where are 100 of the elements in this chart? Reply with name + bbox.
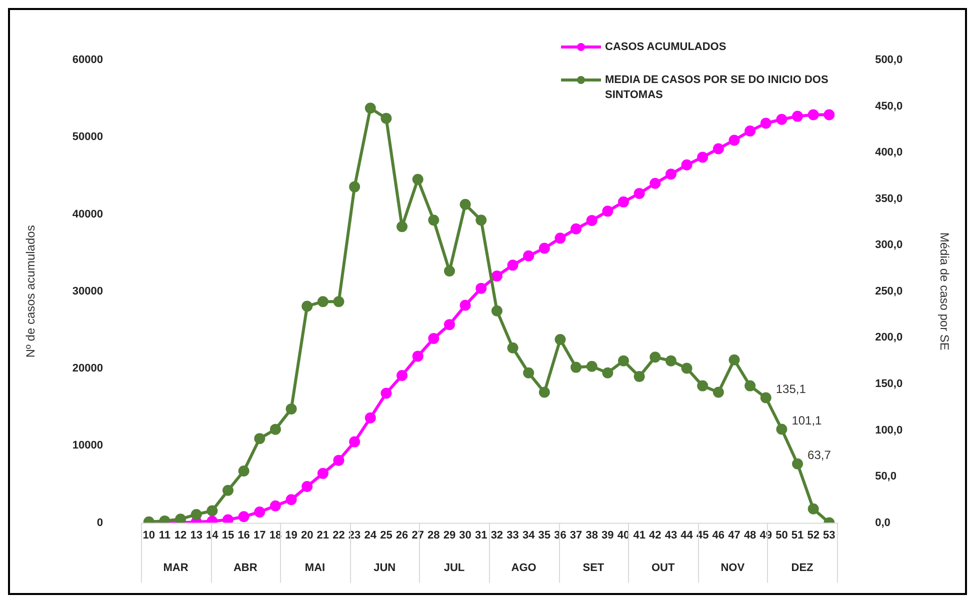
text: OUT xyxy=(651,562,675,574)
y2-tick-label: 400,0 xyxy=(875,146,903,159)
point xyxy=(254,506,266,518)
point xyxy=(808,109,819,120)
x-tick-label: 21 xyxy=(316,529,330,542)
text: SET xyxy=(582,562,604,574)
x-tick-label: 35 xyxy=(538,529,551,542)
point xyxy=(317,468,328,479)
legend-label: MEDIA DE CASOS POR SE DO INICIO DOS SINTOMAS xyxy=(605,73,830,103)
x-tick-label: 15 xyxy=(222,529,234,542)
point xyxy=(728,134,740,146)
point xyxy=(286,494,297,506)
point xyxy=(270,424,281,435)
point xyxy=(380,388,392,399)
point xyxy=(681,159,692,170)
y2-tick-label: 350,0 xyxy=(875,192,903,205)
point xyxy=(586,214,598,226)
point xyxy=(349,436,360,448)
x-tick-label: 20 xyxy=(300,529,314,542)
y-tick-label: 30000 xyxy=(72,285,103,298)
point xyxy=(523,367,534,378)
y2-tick-label: 100,0 xyxy=(875,424,903,436)
y-tick-label: 10000 xyxy=(72,440,103,452)
x-tick-label: 34 xyxy=(522,529,536,542)
point xyxy=(380,112,392,124)
point xyxy=(286,403,297,414)
y2-tick-label: 450,0 xyxy=(875,100,903,112)
x-tick-label: 26 xyxy=(396,529,408,542)
text: NOV xyxy=(720,562,746,574)
point xyxy=(444,266,455,277)
text: AGO xyxy=(511,562,537,574)
point xyxy=(792,110,804,122)
point xyxy=(570,223,582,234)
point xyxy=(333,454,344,466)
x-tick-label: 28 xyxy=(428,529,440,542)
y2-tick-label: 300,0 xyxy=(875,239,903,252)
y2-tick-label: 150,0 xyxy=(875,378,903,390)
text: DEZ xyxy=(791,562,814,574)
x-tick-label: 14 xyxy=(206,529,220,542)
y-tick-label: 40000 xyxy=(72,208,103,220)
data-label: 135,1 xyxy=(776,382,806,396)
x-tick-label: 11 xyxy=(158,529,171,542)
x-tick-label: 42 xyxy=(649,529,662,542)
x-tick-label: 16 xyxy=(238,529,250,542)
x-tick-label: 33 xyxy=(506,529,519,542)
x-tick-label: 12 xyxy=(174,529,187,542)
point xyxy=(491,270,502,282)
x-tick-label: 13 xyxy=(190,529,202,542)
x-tick-label: 41 xyxy=(633,529,646,542)
point xyxy=(444,319,455,330)
x-tick-label: 44 xyxy=(680,529,694,542)
point xyxy=(412,350,424,362)
point xyxy=(460,198,471,210)
x-tick-label: 32 xyxy=(490,529,504,542)
point xyxy=(602,367,614,378)
point xyxy=(665,355,676,366)
point xyxy=(538,242,550,254)
point xyxy=(364,412,376,424)
point xyxy=(412,174,424,185)
point xyxy=(634,188,645,199)
y-tick-label: 60000 xyxy=(72,54,103,66)
point xyxy=(634,371,645,382)
point xyxy=(175,514,186,523)
point xyxy=(333,296,344,308)
point xyxy=(302,481,313,492)
data-label: 101,1 xyxy=(792,414,822,428)
point xyxy=(650,178,661,189)
point xyxy=(602,206,614,217)
data-label: 63,7 xyxy=(808,448,832,462)
y2-tick-label: 500,0 xyxy=(875,54,903,66)
point xyxy=(349,181,360,192)
text: MAR xyxy=(163,562,188,574)
point xyxy=(396,221,408,232)
point xyxy=(238,511,250,522)
point xyxy=(792,458,804,470)
point xyxy=(712,143,724,154)
point xyxy=(507,342,518,354)
x-tick-label: 30 xyxy=(459,529,472,542)
x-tick-label: 17 xyxy=(254,529,266,542)
y2-tick-label: 200,0 xyxy=(875,332,903,344)
x-tick-label: 31 xyxy=(474,529,488,542)
y2-tick-label: 250,0 xyxy=(875,285,903,298)
point xyxy=(460,300,471,311)
point xyxy=(808,503,819,514)
point xyxy=(760,392,772,404)
point xyxy=(364,102,376,114)
x-tick-label: 38 xyxy=(586,529,598,542)
point xyxy=(523,250,534,262)
point xyxy=(302,300,313,312)
x-tick-label: 10 xyxy=(142,529,156,542)
point xyxy=(222,484,234,496)
point xyxy=(570,362,582,373)
point xyxy=(712,386,724,398)
point xyxy=(760,118,772,129)
point xyxy=(776,114,788,125)
x-tick-label: 47 xyxy=(728,529,740,542)
point xyxy=(744,380,756,392)
text: ABR xyxy=(233,562,258,574)
point xyxy=(428,332,440,344)
x-tick-label: 22 xyxy=(332,529,345,542)
